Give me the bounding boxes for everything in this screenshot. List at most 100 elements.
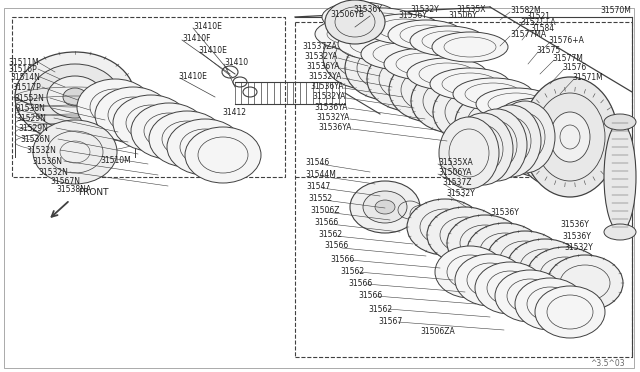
- Ellipse shape: [453, 78, 533, 110]
- Text: 31536N: 31536N: [20, 135, 50, 144]
- Ellipse shape: [455, 254, 525, 306]
- Text: 31562: 31562: [368, 305, 392, 314]
- Text: 31410F: 31410F: [182, 33, 211, 42]
- Ellipse shape: [453, 113, 513, 185]
- Ellipse shape: [30, 64, 120, 130]
- Text: 31506ZA: 31506ZA: [420, 327, 455, 337]
- Text: 31537ZA: 31537ZA: [302, 42, 337, 51]
- Ellipse shape: [95, 87, 171, 143]
- Text: 31535XA: 31535XA: [438, 157, 473, 167]
- Ellipse shape: [350, 181, 420, 233]
- Ellipse shape: [375, 200, 395, 214]
- Ellipse shape: [499, 98, 579, 130]
- Text: 31536Y: 31536Y: [398, 10, 427, 19]
- Ellipse shape: [322, 2, 398, 32]
- Text: 31566: 31566: [314, 218, 339, 227]
- Ellipse shape: [430, 68, 510, 100]
- Text: 31567N: 31567N: [50, 176, 80, 186]
- Ellipse shape: [507, 239, 583, 295]
- Text: 31529N: 31529N: [18, 124, 48, 132]
- Text: 31532YA: 31532YA: [316, 112, 349, 122]
- Ellipse shape: [410, 26, 486, 56]
- Text: 31511M: 31511M: [8, 58, 38, 67]
- Text: 31536YA: 31536YA: [310, 81, 344, 90]
- Text: 31577MA: 31577MA: [510, 29, 546, 38]
- Ellipse shape: [495, 270, 565, 322]
- Ellipse shape: [535, 286, 605, 338]
- Text: ^3.5^03: ^3.5^03: [590, 359, 625, 369]
- Text: 31566: 31566: [330, 254, 355, 263]
- Ellipse shape: [47, 76, 103, 118]
- Ellipse shape: [361, 38, 441, 70]
- Ellipse shape: [149, 111, 225, 167]
- Text: 31571M: 31571M: [572, 73, 603, 81]
- Text: 31532N: 31532N: [26, 145, 56, 154]
- Ellipse shape: [366, 14, 442, 44]
- Text: 31410: 31410: [224, 58, 248, 67]
- Text: 31410E: 31410E: [193, 22, 222, 31]
- Ellipse shape: [131, 103, 207, 159]
- Ellipse shape: [345, 36, 429, 100]
- Text: 31532Y: 31532Y: [410, 4, 439, 13]
- Ellipse shape: [407, 199, 483, 255]
- Ellipse shape: [521, 124, 605, 188]
- Text: 31532Y: 31532Y: [564, 244, 593, 253]
- Text: 31517P: 31517P: [12, 83, 41, 92]
- Text: 31412: 31412: [222, 108, 246, 116]
- Text: 31536YA: 31536YA: [318, 122, 351, 131]
- Ellipse shape: [499, 113, 583, 177]
- Ellipse shape: [384, 48, 464, 80]
- Text: 31532YA: 31532YA: [312, 92, 346, 100]
- Ellipse shape: [547, 255, 623, 311]
- Ellipse shape: [467, 223, 543, 279]
- Text: 31546: 31546: [305, 157, 329, 167]
- Text: 31536Y: 31536Y: [353, 4, 382, 13]
- Ellipse shape: [77, 79, 153, 135]
- Ellipse shape: [481, 105, 541, 177]
- Ellipse shape: [477, 102, 561, 166]
- Text: 31575: 31575: [536, 45, 560, 55]
- Ellipse shape: [389, 58, 473, 122]
- Ellipse shape: [433, 80, 517, 144]
- Text: 31532Y: 31532Y: [446, 189, 475, 198]
- Text: 31521+A: 31521+A: [520, 17, 556, 26]
- Text: 31570M: 31570M: [600, 6, 631, 15]
- Ellipse shape: [323, 25, 407, 89]
- Text: 31506Z: 31506Z: [310, 205, 339, 215]
- Text: 31566: 31566: [324, 241, 348, 250]
- Text: 31532YA: 31532YA: [308, 71, 341, 80]
- Ellipse shape: [550, 112, 590, 162]
- Ellipse shape: [167, 119, 243, 175]
- Text: 31576+A: 31576+A: [548, 35, 584, 45]
- Text: 31544M: 31544M: [305, 170, 336, 179]
- Ellipse shape: [604, 114, 636, 130]
- Text: 31562: 31562: [318, 230, 342, 238]
- Text: 31506YB: 31506YB: [330, 10, 364, 19]
- Ellipse shape: [439, 117, 499, 189]
- Text: 31536Y: 31536Y: [490, 208, 519, 217]
- Text: 31566: 31566: [348, 279, 372, 289]
- Text: 31536Y: 31536Y: [560, 219, 589, 228]
- Text: 31552N: 31552N: [14, 93, 44, 103]
- Ellipse shape: [495, 101, 555, 173]
- Text: 31536YA: 31536YA: [306, 61, 339, 71]
- Text: 31514N: 31514N: [10, 73, 40, 81]
- Ellipse shape: [388, 20, 464, 50]
- Text: 31562: 31562: [340, 267, 364, 276]
- Text: 31410E: 31410E: [198, 45, 227, 55]
- Text: 31535X: 31535X: [456, 4, 486, 13]
- Text: 31538NA: 31538NA: [56, 185, 91, 193]
- Ellipse shape: [427, 207, 503, 263]
- Text: 31547: 31547: [306, 182, 330, 190]
- Text: 31536YA: 31536YA: [314, 103, 348, 112]
- Text: 31582M: 31582M: [510, 6, 541, 15]
- Text: 31532N: 31532N: [38, 167, 68, 176]
- Text: 31566: 31566: [358, 292, 382, 301]
- Ellipse shape: [407, 58, 487, 90]
- Ellipse shape: [325, 0, 385, 44]
- Text: 31584: 31584: [530, 23, 554, 32]
- Ellipse shape: [344, 8, 420, 38]
- Ellipse shape: [515, 278, 585, 330]
- Text: 31536N: 31536N: [32, 157, 62, 166]
- Text: 31516P: 31516P: [8, 64, 36, 74]
